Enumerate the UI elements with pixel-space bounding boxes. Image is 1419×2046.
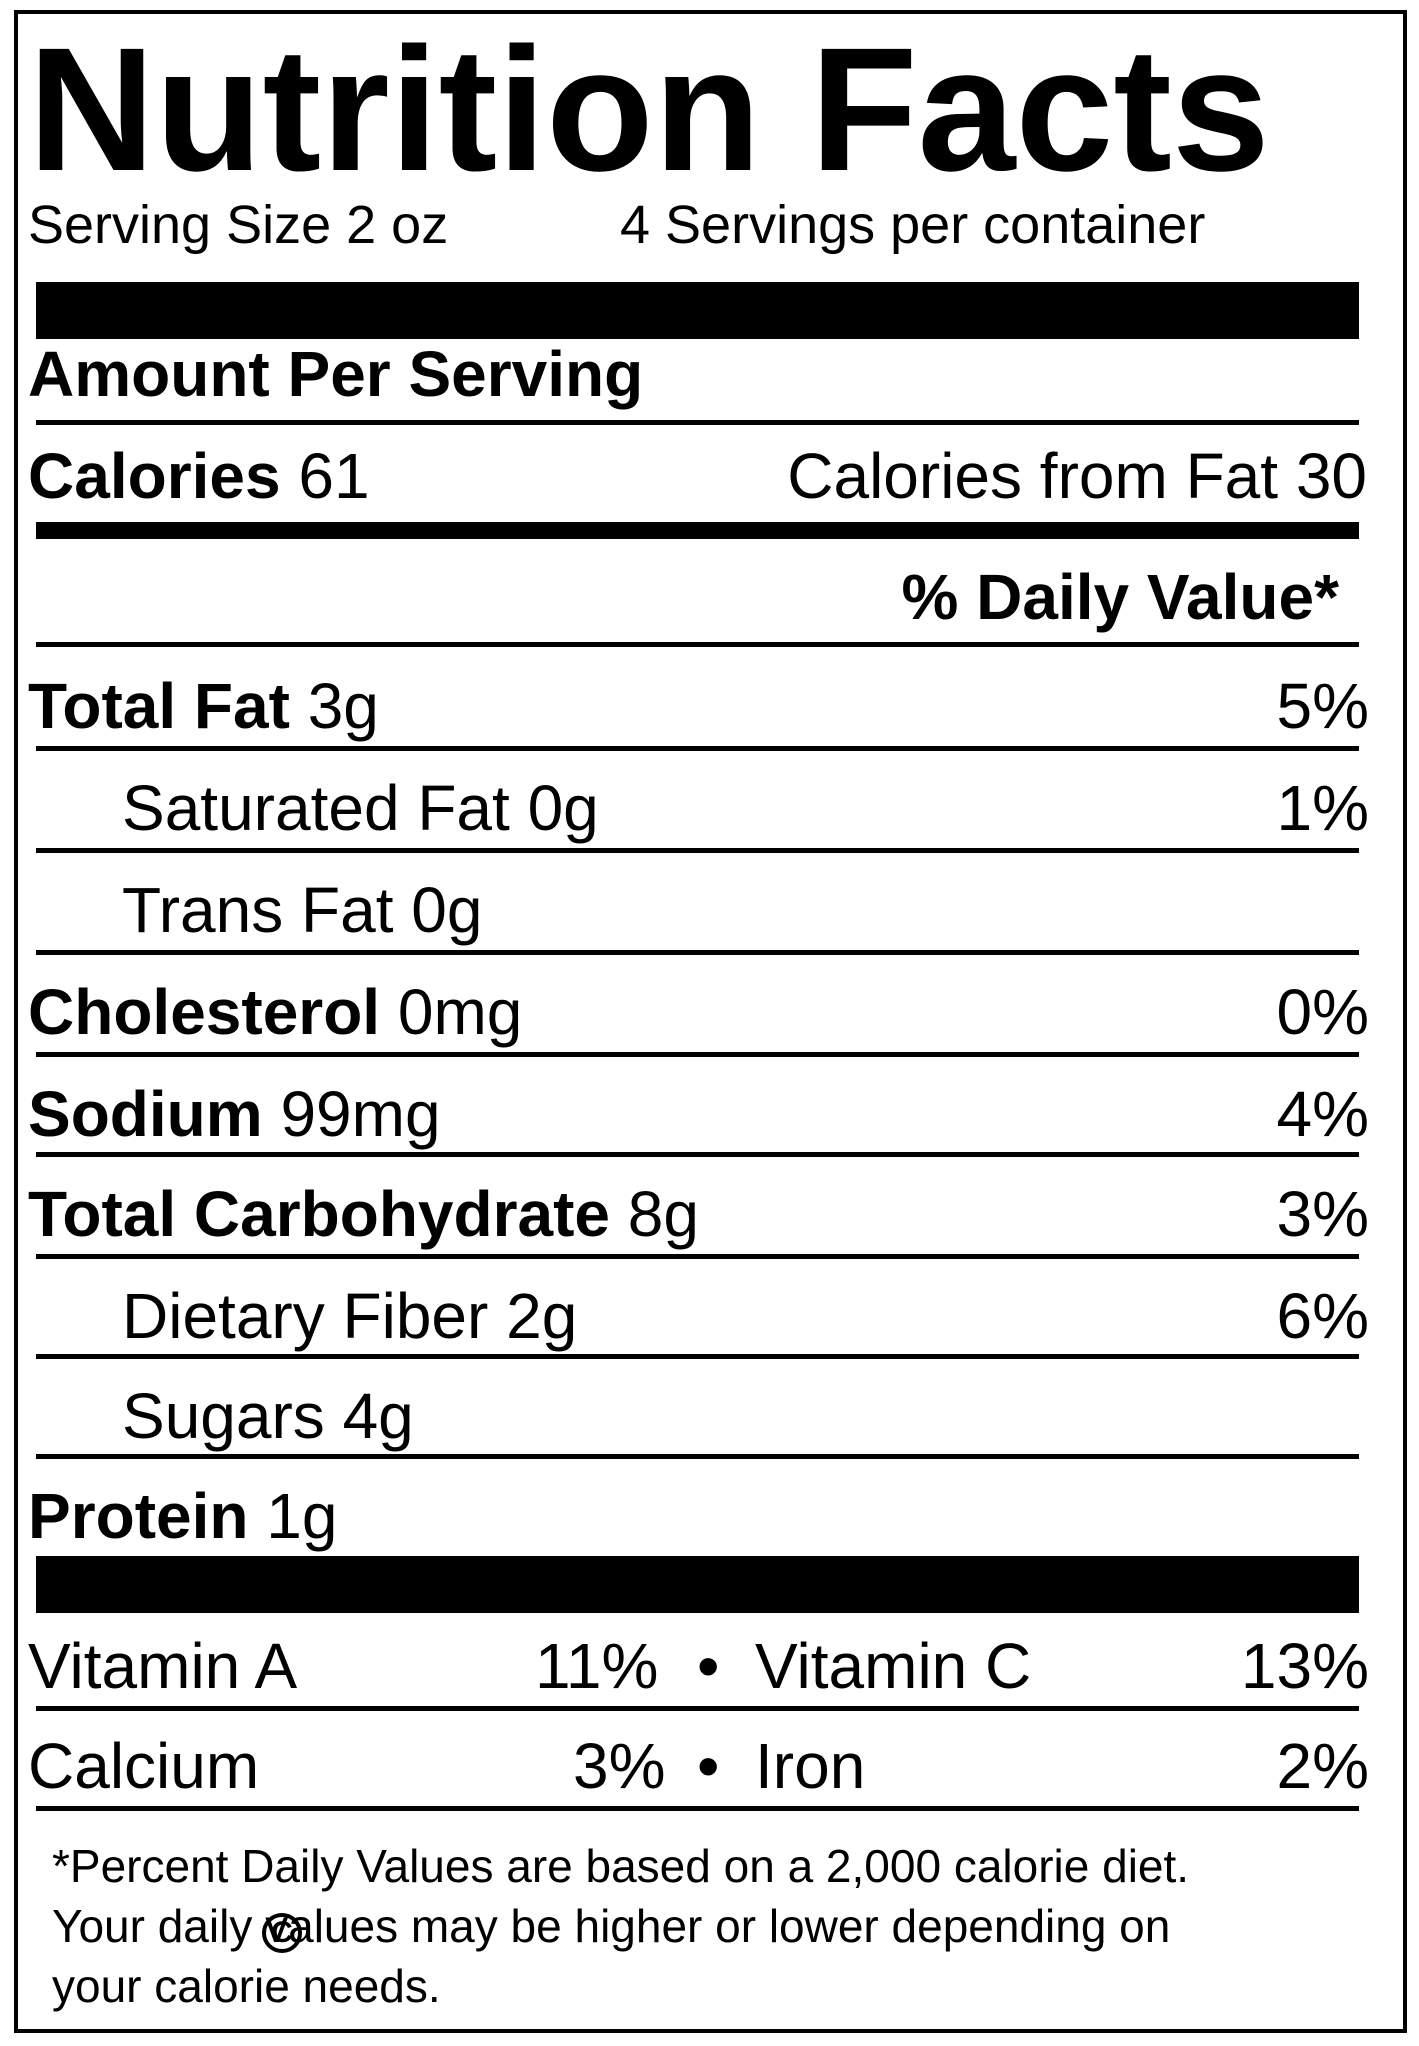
servings-per-container: 4 Servings per container — [620, 195, 1206, 255]
divider — [36, 1806, 1359, 1811]
thick-divider — [36, 1556, 1359, 1613]
saturated-fat-label: Saturated Fat 0g — [122, 772, 599, 844]
calcium-dv: 3% — [573, 1730, 666, 1802]
nutrition-label — [14, 10, 1407, 2033]
calories-label: Calories — [28, 440, 281, 512]
bullet-separator: • — [697, 1630, 720, 1702]
serving-size: Serving Size 2 oz — [28, 195, 449, 255]
thick-divider — [36, 282, 1359, 339]
footnote: *Percent Daily Values are based on a 2,0… — [52, 1840, 1190, 2012]
saturated-fat-dv: 1% — [1276, 772, 1370, 844]
divider — [36, 642, 1359, 647]
divider — [36, 746, 1359, 751]
dietary-fiber-label: Dietary Fiber 2g — [122, 1280, 578, 1352]
calories-row: Calories 61 — [28, 444, 370, 508]
divider — [36, 1454, 1359, 1459]
vitamin-a-label: Vitamin A — [28, 1630, 298, 1702]
sodium-dv: 4% — [1276, 1078, 1370, 1150]
bullet-separator: • — [697, 1730, 720, 1802]
divider — [36, 420, 1359, 425]
daily-value-header: % Daily Value* — [901, 561, 1339, 633]
calories-value: 61 — [298, 440, 370, 512]
divider — [36, 1706, 1359, 1711]
dietary-fiber-dv: 6% — [1276, 1280, 1370, 1352]
total-carbohydrate-amount: 8g — [627, 1178, 699, 1250]
sodium-row: Sodium 99mg — [28, 1082, 441, 1146]
cholesterol-row: Cholesterol 0mg — [28, 980, 522, 1044]
divider — [36, 950, 1359, 955]
sugars-label: Sugars 4g — [122, 1380, 414, 1452]
protein-label: Protein — [28, 1480, 249, 1552]
iron-label: Iron — [755, 1730, 866, 1802]
vitamin-a-dv: 11% — [535, 1630, 659, 1702]
vitamin-c-dv: 13% — [1240, 1630, 1369, 1702]
cholesterol-label: Cholesterol — [28, 976, 381, 1048]
iron-dv: 2% — [1276, 1730, 1370, 1802]
calcium-label: Calcium — [28, 1730, 260, 1802]
divider — [36, 1152, 1359, 1157]
total-fat-amount: 3g — [307, 670, 379, 742]
cholesterol-amount: 0mg — [397, 976, 523, 1048]
total-carbohydrate-row: Total Carbohydrate 8g — [28, 1182, 699, 1246]
protein-amount: 1g — [266, 1480, 338, 1552]
total-fat-row: Total Fat 3g — [28, 674, 379, 738]
label-title: Nutrition Facts — [28, 12, 1270, 208]
divider — [36, 1354, 1359, 1359]
medium-divider — [36, 522, 1359, 539]
divider — [36, 1052, 1359, 1057]
divider — [36, 848, 1359, 853]
sodium-label: Sodium — [28, 1078, 263, 1150]
sodium-amount: 99mg — [280, 1078, 441, 1150]
total-fat-dv: 5% — [1276, 670, 1370, 742]
total-carbohydrate-dv: 3% — [1276, 1178, 1370, 1250]
divider — [36, 1254, 1359, 1259]
cholesterol-dv: 0% — [1276, 976, 1370, 1048]
protein-row: Protein 1g — [28, 1484, 337, 1548]
vitamin-c-label: Vitamin C — [755, 1630, 1032, 1702]
amount-per-serving: Amount Per Serving — [28, 338, 644, 410]
trans-fat-label: Trans Fat 0g — [122, 874, 483, 946]
copyright-icon: C — [262, 1913, 302, 1953]
total-carbohydrate-label: Total Carbohydrate — [28, 1178, 610, 1250]
calories-from-fat: Calories from Fat 30 — [787, 440, 1367, 512]
total-fat-label: Total Fat — [28, 670, 290, 742]
